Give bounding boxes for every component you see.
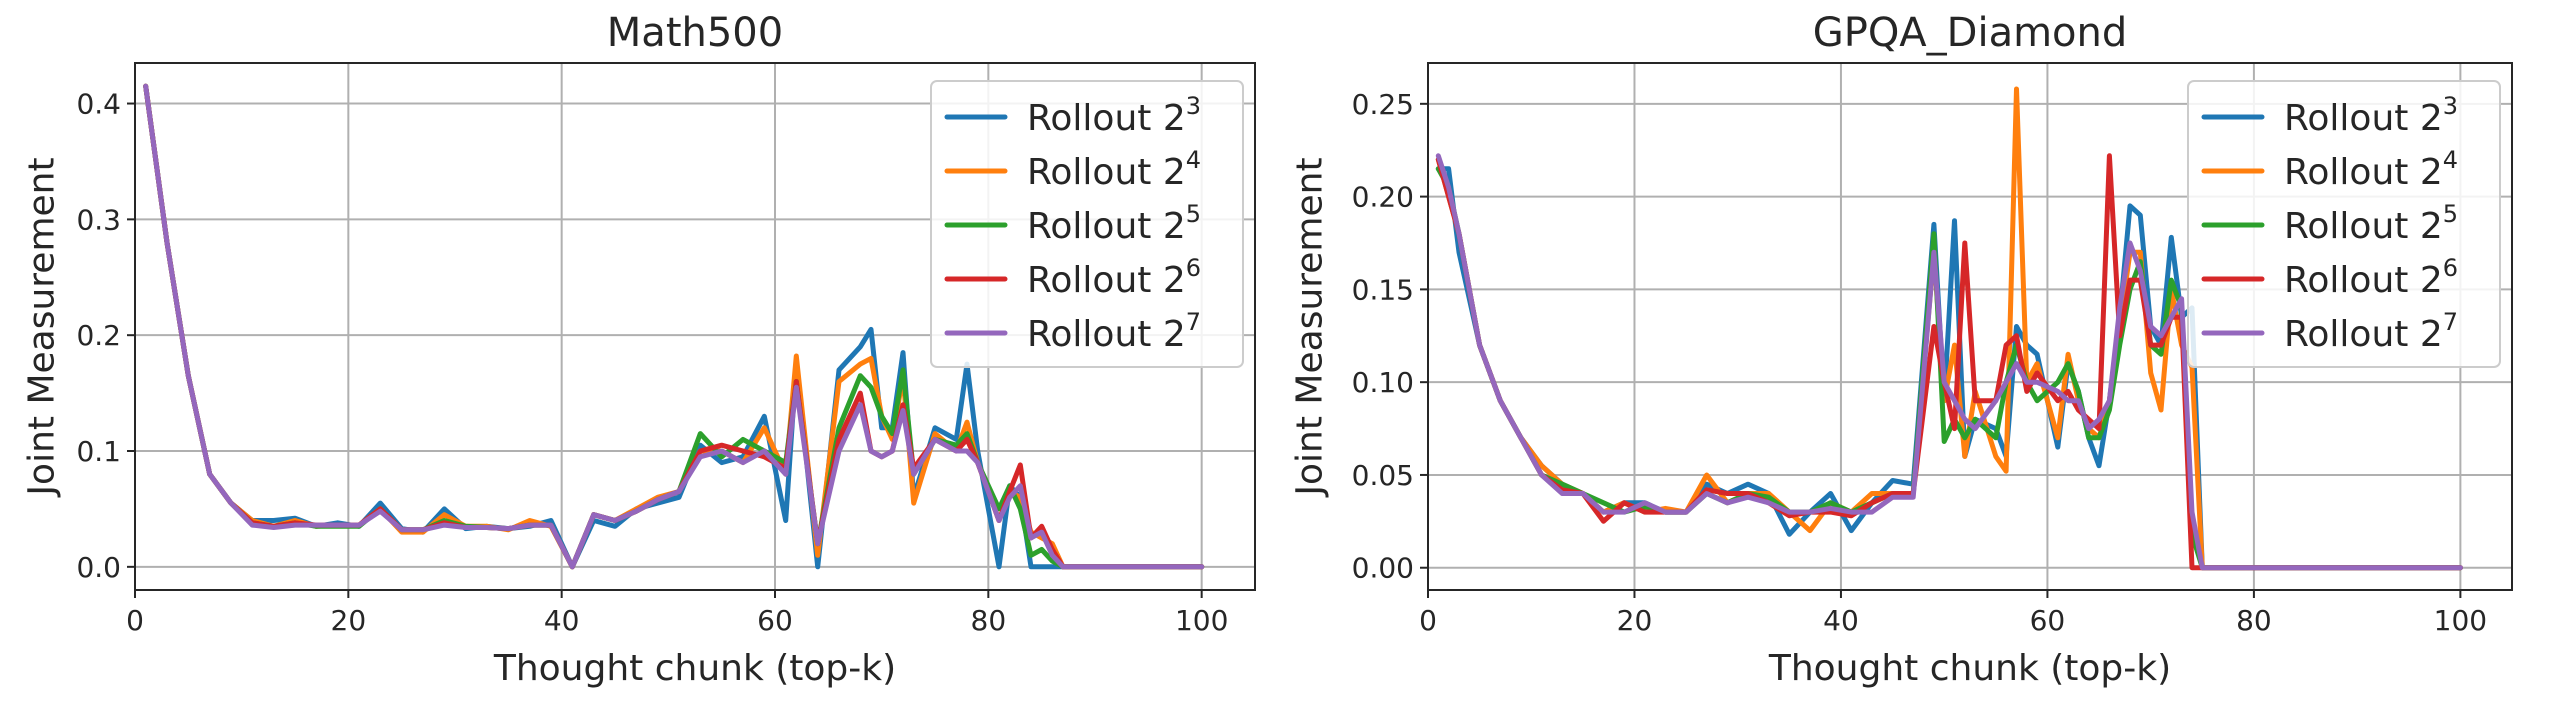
x-tick-label: 60	[757, 604, 793, 637]
x-tick-label: 20	[1617, 604, 1653, 637]
x-tick-label: 40	[544, 604, 580, 637]
x-tick-label: 0	[126, 604, 144, 637]
legend: Rollout 23 Rollout 24 Rollout 25 Rollout 26…	[2187, 80, 2501, 368]
x-tick-label: 20	[331, 604, 367, 637]
legend-label-rollout-2-4: Rollout 24	[1027, 146, 1201, 193]
legend: Rollout 23 Rollout 24 Rollout 25 Rollout 26…	[930, 80, 1244, 368]
x-tick-label: 100	[1175, 604, 1228, 637]
series-group	[143, 83, 1205, 570]
legend-label-rollout-2-7: Rollout 27	[1027, 308, 1201, 355]
y-axis-label: Joint Measurement	[1290, 157, 1331, 497]
x-tick-label: 0	[1419, 604, 1437, 637]
legend-label-rollout-2-3: Rollout 23	[2284, 92, 2458, 139]
y-tick-label: 0.25	[1352, 88, 1414, 121]
legend-label-rollout-2-3: Rollout 23	[1027, 92, 1201, 139]
x-axis-label: Thought chunk (top-k)	[1768, 648, 2171, 689]
y-tick-label: 0.05	[1352, 459, 1414, 492]
legend-label-rollout-2-4: Rollout 24	[2284, 146, 2458, 193]
chart-panel-1: 0 20 40 60 80 100 0.0 0.1 0.2 0.3 0.4 Math500 Though…	[22, 10, 1256, 689]
y-tick-label: 0.15	[1352, 273, 1414, 306]
x-tick-label: 40	[1823, 604, 1859, 637]
y-tick-label: 0.10	[1352, 366, 1414, 399]
x-tick-label: 80	[971, 604, 1007, 637]
chart-title: GPQA_Diamond	[1813, 10, 2128, 56]
y-tick-label: 0.1	[76, 435, 121, 468]
legend-label-rollout-2-6: Rollout 26	[2284, 254, 2458, 301]
legend-box	[930, 80, 1244, 368]
y-tick-label: 0.20	[1352, 181, 1414, 214]
legend-label-rollout-2-5: Rollout 25	[2284, 200, 2458, 247]
x-tick-label: 100	[2434, 604, 2487, 637]
y-tick-label: 0.3	[76, 203, 121, 236]
legend-label-rollout-2-5: Rollout 25	[1027, 200, 1201, 247]
legend-box	[2187, 80, 2501, 368]
axes-frame	[134, 62, 1256, 591]
chart-panel-2: 0 20 40 60 80 100 0.00 0.05 0.10 0.15 0.20 0.25 GPQA…	[1290, 10, 2513, 689]
legend-label-rollout-2-6: Rollout 26	[1027, 254, 1201, 301]
x-tick-label: 60	[2030, 604, 2066, 637]
x-tick-label: 80	[2236, 604, 2272, 637]
y-tick-label: 0.00	[1352, 552, 1414, 585]
y-tick-label: 0.4	[76, 88, 121, 121]
legend-label-rollout-2-7: Rollout 27	[2284, 308, 2458, 355]
series-line-rollout-2-7	[1435, 153, 2463, 571]
y-axis-label: Joint Measurement	[22, 157, 63, 497]
y-tick-label: 0.0	[76, 551, 121, 584]
series-group	[1435, 86, 2463, 571]
x-axis-label: Thought chunk (top-k)	[493, 648, 896, 689]
axes-frame	[1427, 62, 2513, 591]
y-tick-label: 0.2	[76, 319, 121, 352]
series-line-rollout-2-7	[143, 83, 1205, 570]
chart-title: Math500	[607, 10, 783, 56]
